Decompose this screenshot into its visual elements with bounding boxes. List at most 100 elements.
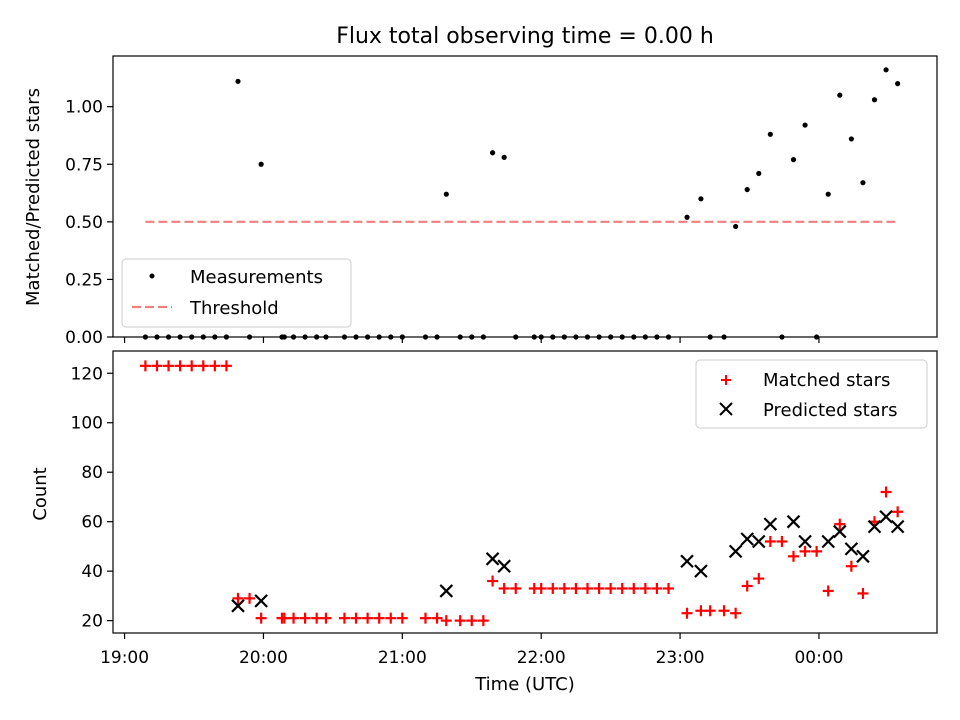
predicted-star-marker [879, 509, 893, 524]
measurement-point [756, 170, 762, 177]
predicted-star-marker [740, 532, 754, 546]
top-axes-frame [112, 55, 938, 338]
matched-star-marker [845, 560, 857, 572]
matched-star-marker [651, 582, 663, 594]
matched-star-marker [535, 582, 547, 594]
matched-star-marker [350, 612, 362, 624]
matched-star-marker [431, 612, 443, 624]
matched-star-marker [753, 573, 765, 585]
bottom-x-tick-label: 23:00 [656, 648, 705, 668]
bottom-y-tick-label: 20 [81, 612, 103, 632]
matched-star-marker [362, 612, 374, 624]
top-y-axis-label: Matched/Predicted stars [23, 88, 44, 306]
predicted-star-marker [728, 544, 743, 559]
matched-star-marker [510, 582, 522, 594]
predicted-star-marker [439, 584, 454, 598]
bottom-legend-box [695, 359, 928, 429]
measurement-point [802, 122, 808, 128]
matched-star-marker [741, 580, 753, 592]
measurement-point [489, 150, 496, 156]
matched-star-marker [232, 592, 244, 604]
matched-star-marker [558, 582, 570, 594]
bottom-x-tick-label: 00:00 [794, 648, 843, 668]
matched-star-marker [547, 582, 559, 594]
top-y-tick-label: 0.75 [65, 155, 103, 175]
matched-star-marker [730, 607, 742, 619]
predicted-star-marker [751, 534, 766, 549]
matched-star-marker [255, 612, 267, 624]
bottom-y-tick-label: 100 [71, 414, 103, 434]
matched-star-marker [681, 607, 693, 619]
matched-star-marker [288, 612, 300, 624]
matched-star-marker [498, 582, 510, 594]
matched-star-marker [704, 605, 716, 617]
bottom-y-tick-label: 80 [81, 463, 103, 483]
predicted-star-marker [694, 564, 708, 578]
matched-star-marker [628, 582, 640, 594]
legend-label-predicted: Predicted stars [763, 400, 897, 421]
bottom-x-ticks: 19:00 20:00 21:00 22:00 23:00 00:00 [100, 633, 843, 668]
measurement-point [837, 92, 843, 98]
matched-star-marker [385, 612, 397, 624]
matched-star-marker [419, 612, 431, 624]
measurement-point [883, 67, 889, 73]
legend-marker-predicted [719, 402, 733, 416]
matched-star-marker [811, 545, 823, 557]
legend-marker-measurements [149, 273, 155, 279]
bottom-y-tick-label: 40 [81, 562, 103, 582]
bottom-y-ticks: 20 40 60 80 100 120 [71, 364, 113, 632]
matched-star-marker [593, 582, 605, 594]
predicted-star-marker [890, 519, 905, 534]
legend-label-matched: Matched stars [763, 370, 890, 391]
bottom-axes-frame [112, 350, 938, 634]
bottom-x-tick-label: 22:00 [517, 648, 566, 668]
matched-star-marker [892, 506, 904, 518]
predicted-star-marker [231, 599, 245, 613]
measurement-point [744, 186, 750, 193]
matched-star-marker [880, 486, 892, 498]
matched-star-marker [186, 360, 198, 372]
legend-label-threshold: Threshold [189, 298, 279, 319]
predicted-star-marker [844, 542, 859, 556]
top-legend-box [121, 258, 352, 328]
measurement-point [790, 157, 797, 163]
bottom-legend: Matched stars Predicted stars [695, 359, 928, 429]
bottom-y-tick-label: 120 [71, 364, 103, 384]
matched-star-marker [440, 615, 452, 627]
predicted-star-marker [485, 552, 500, 566]
matched-star-marker [220, 360, 232, 372]
measurement-point [895, 81, 901, 87]
matched-star-marker [822, 585, 834, 597]
matched-star-marker [197, 360, 209, 372]
legend-label-measurements: Measurements [190, 267, 323, 288]
measurement-point [698, 196, 704, 202]
predicted-star-marker [867, 519, 882, 534]
bottom-marks [139, 360, 905, 627]
top-legend: Measurements Threshold [121, 258, 352, 328]
measurement-point [825, 191, 831, 197]
matched-star-marker [570, 582, 582, 594]
predicted-star-marker [798, 534, 812, 549]
matched-star-marker [373, 612, 385, 624]
top-y-tick-label: 0.00 [65, 328, 103, 348]
matched-star-marker [139, 360, 151, 372]
matched-star-marker [466, 615, 478, 627]
measurement-point [443, 191, 449, 197]
bottom-y-axis-label: Count [30, 467, 51, 520]
matched-star-marker [299, 612, 311, 624]
predicted-star-marker [763, 517, 778, 531]
matched-star-marker [174, 360, 186, 372]
predicted-star-marker [680, 554, 694, 569]
bottom-panel: 20 40 60 80 100 120 19:00 20:00 21:00 22:00 23:00… [30, 350, 938, 695]
matched-star-marker [834, 518, 846, 530]
matched-star-marker [477, 615, 489, 627]
bottom-x-tick-label: 20:00 [239, 648, 288, 668]
top-panel: 0.00 0.25 0.50 0.75 1.00 Matched/Predicted s… [23, 55, 938, 348]
matched-star-marker [695, 605, 707, 617]
matched-star-marker [454, 615, 466, 627]
matched-star-marker [718, 605, 730, 617]
matched-star-marker [616, 582, 628, 594]
matched-star-marker [764, 535, 776, 547]
predicted-star-marker [833, 524, 847, 539]
